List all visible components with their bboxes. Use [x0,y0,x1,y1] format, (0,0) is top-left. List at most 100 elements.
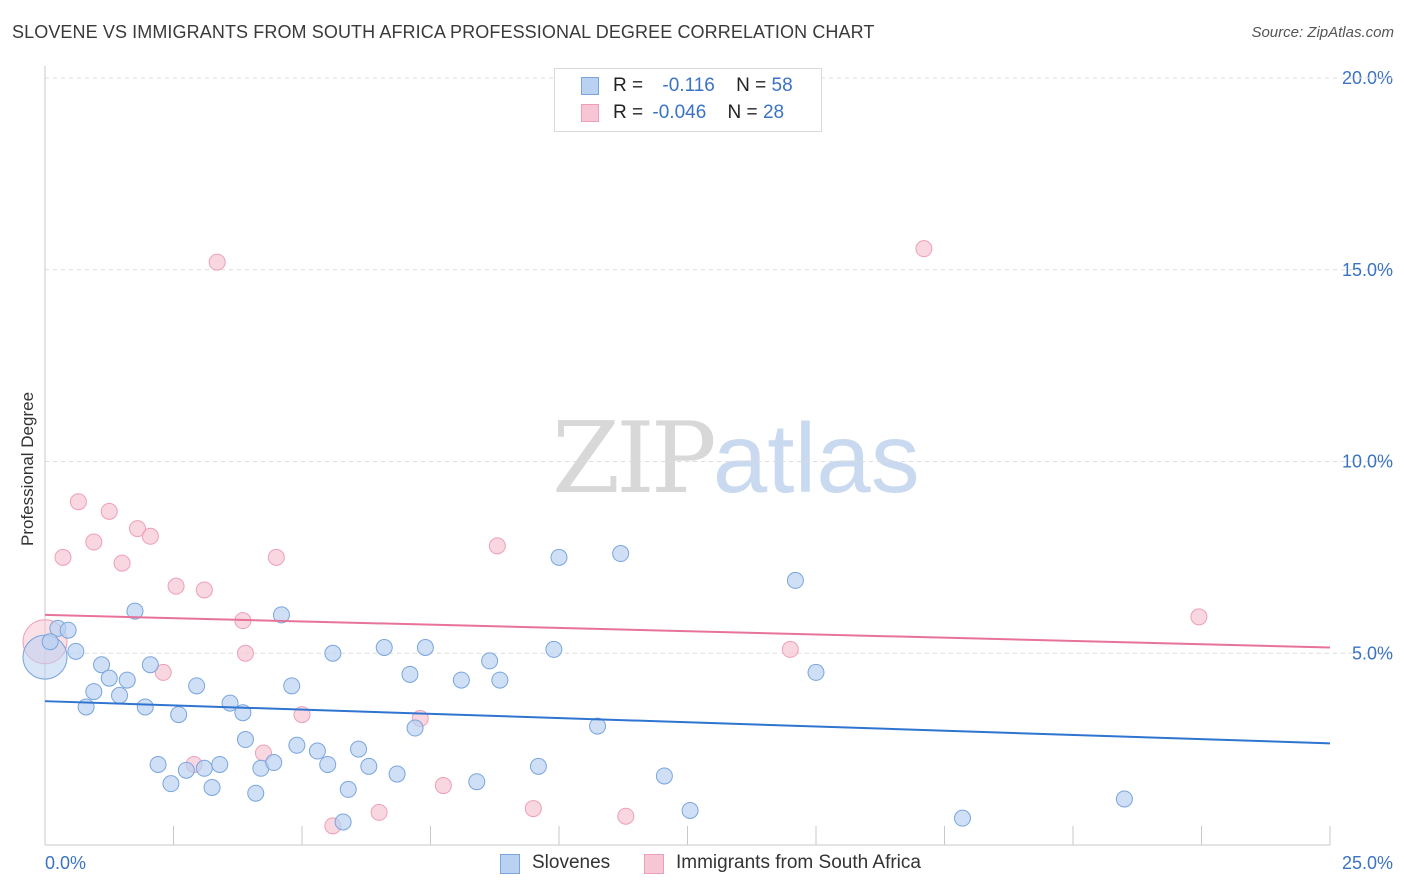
slovene-point [406,719,424,737]
legend-n-label: N = [736,75,767,96]
slovene-point [401,665,419,683]
slovene-point [468,773,486,791]
slovene-point [100,669,118,687]
immigrant-point [85,533,103,551]
slovene-point [807,663,825,681]
immigrant-point [236,644,254,662]
slovene-point [111,686,129,704]
slovene-point [288,736,306,754]
slovene-point [188,677,206,695]
slovene-point [118,671,136,689]
bottom-legend-label-slovenes: Slovenes [532,852,611,873]
slovene-point [265,754,283,772]
legend-n-value: 28 [762,102,785,123]
slovene-point [149,755,167,773]
slovene-point [170,706,188,724]
slovene-trend-line [44,700,1331,745]
immigrant-point [195,581,213,599]
legend-r-value: -0.116 [662,75,715,96]
immigrant-point [370,803,388,821]
slovene-point [283,677,301,695]
slovene-point [247,784,265,802]
slovene-point [211,755,229,773]
watermark-atlas: atlas [712,403,920,513]
immigrant-point [267,548,285,566]
slovene-point [203,778,221,796]
y-tick-label: 5.0% [1352,643,1393,663]
slovene-point [236,731,254,749]
x-tick-label: 0.0% [45,853,86,873]
legend-swatch-slovenes [581,77,599,95]
slovene-point [350,740,368,758]
y-tick-label: 15.0% [1342,260,1393,280]
immigrant-point [100,502,118,520]
slovene-point [136,698,154,716]
immigrant-point [434,777,452,795]
immigrant-point [129,520,147,538]
legend-r-label: R = [613,75,644,96]
slovene-point [93,656,111,674]
immigrant-point [915,240,933,258]
legend-swatch-immigrants [581,104,599,122]
bottom-legend-swatch-immigrants [644,854,664,874]
slovene-point [59,621,77,639]
immigrant-point [781,640,799,658]
y-tick-label: 10.0% [1342,452,1393,472]
bottom-legend-swatch-slovenes [500,854,520,874]
immigrant-point [1190,608,1208,626]
slovene-point [491,671,509,689]
slovene-point [319,755,337,773]
chart-title: SLOVENE VS IMMIGRANTS FROM SOUTH AFRICA … [12,22,875,42]
slovene-point [360,757,378,775]
immigrant-trend-line [44,613,1331,649]
slovene-point [589,717,607,735]
source-label: Source: ZipAtlas.com [1251,24,1394,41]
immigrant-point [69,493,87,511]
immigrant-point [167,577,185,595]
slovene-point [339,780,357,798]
slovene-point [324,644,342,662]
slovene-point [681,801,699,819]
slovene-point [655,767,673,785]
slovene-point [388,765,406,783]
watermark-zip: ZIP [552,402,717,516]
slovene-point [195,759,213,777]
slovene-point [452,671,470,689]
legend-r-value: -0.046 [652,102,707,123]
slovene-point [612,545,630,563]
slovene-point [545,640,563,658]
immigrant-point [113,554,131,572]
immigrant-point [54,548,72,566]
slovene-point [1115,790,1133,808]
slovene-point [177,761,195,779]
immigrant-point [488,537,506,555]
legend: R = -0.116 N = 58 R = -0.046 N = 28 [554,68,822,132]
immigrant-point [208,253,226,271]
immigrant-point [524,800,542,818]
slovene-point [481,652,499,670]
slovene-point [272,606,290,624]
legend-n-label: N = [727,102,758,123]
slovene-point [77,698,95,716]
legend-n-value: 58 [771,75,793,96]
x-tick-label: 25.0% [1342,853,1393,873]
slovene-point [141,656,159,674]
slovene-point [953,809,971,827]
legend-r-label: R = [613,102,644,123]
y-axis-label: Professional Degree [18,391,37,546]
bottom-legend-label-immigrants: Immigrants from South Africa [676,852,921,873]
slovene-point [308,742,326,760]
slovene-point [334,813,352,831]
slovene-point [416,638,434,656]
slovene-point [85,683,103,701]
slovene-point [162,775,180,793]
slovene-point [786,571,804,589]
slovene-point [67,642,85,660]
slovene-point [550,548,568,566]
slovene-point [41,633,59,651]
slovene-point [529,757,547,775]
immigrant-point [154,663,172,681]
watermark: ZIPatlas [552,402,920,516]
slovene-point [126,602,144,620]
